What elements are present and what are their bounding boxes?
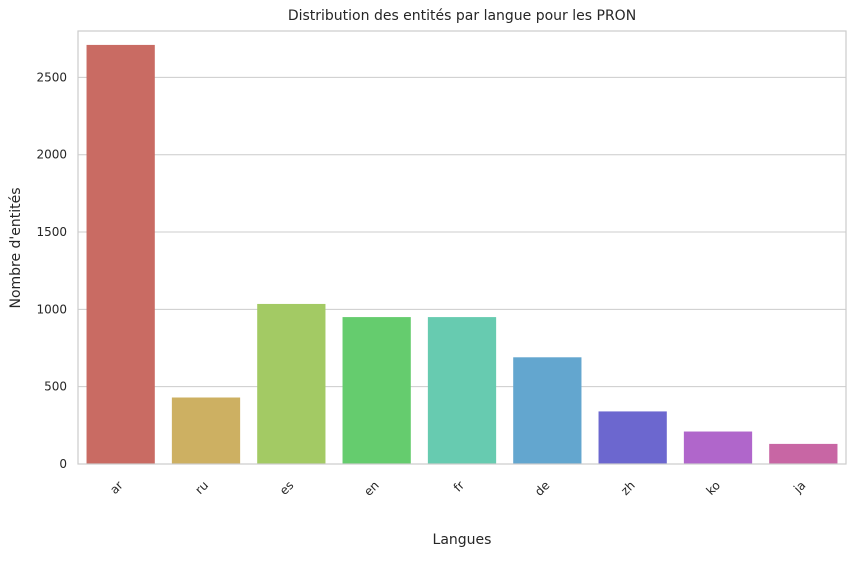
- y-tick-label: 1500: [36, 225, 67, 239]
- y-tick-labels: 0 500 1000 1500 2000 2500: [36, 70, 67, 471]
- x-tick-labels: ar ru es en fr de zh ko ja: [107, 478, 808, 499]
- x-tick-label-ru: ru: [192, 478, 211, 497]
- bar-en: [342, 317, 411, 464]
- bar-ar: [86, 44, 155, 465]
- x-tick-label-ja: ja: [790, 478, 808, 496]
- bars: [86, 44, 838, 465]
- bar-zh: [598, 411, 667, 464]
- y-tick-label: 2000: [36, 148, 67, 162]
- x-tick-label-en: en: [361, 478, 382, 499]
- x-tick-label-fr: fr: [451, 478, 467, 494]
- x-tick-label-ko: ko: [703, 478, 723, 498]
- plot-frame: [77, 30, 847, 465]
- bar-ko: [683, 431, 753, 464]
- y-axis-label: Nombre d'entités: [8, 187, 24, 308]
- y-tick-label: 500: [44, 380, 67, 394]
- x-axis-label: Langues: [433, 532, 492, 548]
- bar-es: [257, 303, 326, 464]
- x-tick-label-zh: zh: [618, 478, 638, 498]
- bar-fr: [427, 317, 497, 464]
- x-tick-label-ar: ar: [107, 478, 126, 497]
- x-tick-label-de: de: [532, 478, 553, 499]
- y-tick-label: 2500: [36, 70, 67, 84]
- bar-ru: [171, 397, 241, 464]
- y-tick-label: 1000: [36, 302, 67, 316]
- bar-ja: [769, 443, 838, 464]
- bar-de: [513, 357, 582, 464]
- y-tick-label: 0: [59, 457, 67, 471]
- chart-title: Distribution des entités par langue pour…: [288, 8, 636, 24]
- x-tick-label-es: es: [277, 478, 297, 498]
